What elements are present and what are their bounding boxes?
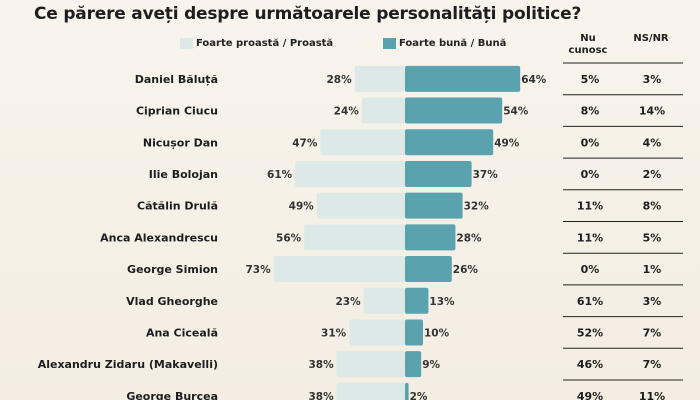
- category-label: Cătălin Drulă: [137, 200, 218, 213]
- table-cell-nu-cunosc: 0%: [581, 136, 600, 149]
- legend-swatch-positive: [383, 38, 396, 49]
- column-header-ns-nr: NS/NR: [633, 33, 669, 44]
- table-cell-nu-cunosc: 52%: [577, 326, 603, 339]
- data-label-negative: 47%: [292, 137, 318, 149]
- bar-positive: [405, 382, 409, 400]
- table-cell-nu-cunosc: 0%: [581, 168, 600, 181]
- category-label: Nicușor Dan: [143, 136, 218, 149]
- category-label: Ana Ciceală: [146, 326, 218, 339]
- bar-positive: [405, 65, 521, 92]
- data-label-positive: 28%: [456, 232, 482, 244]
- bar-positive: [405, 97, 503, 124]
- table-cell-nu-cunosc: 61%: [577, 295, 603, 308]
- category-label: George Simion: [127, 263, 218, 276]
- bar-negative: [316, 192, 405, 219]
- table-cell-ns-nr: 8%: [643, 200, 662, 213]
- column-header-nu-cunosc: Nu cunosc: [568, 33, 608, 56]
- data-label-negative: 56%: [276, 232, 302, 244]
- table-cell-ns-nr: 2%: [643, 168, 662, 181]
- data-label-negative: 38%: [308, 359, 334, 371]
- table-cell-ns-nr: 3%: [643, 295, 662, 308]
- bar-negative: [363, 287, 405, 314]
- data-label-positive: 9%: [422, 359, 440, 371]
- bar-negative: [304, 224, 405, 251]
- bar-negative: [336, 382, 405, 400]
- bar-positive: [405, 129, 494, 156]
- data-label-positive: 13%: [429, 296, 455, 308]
- table-cell-ns-nr: 1%: [643, 263, 662, 276]
- bar-positive: [405, 160, 472, 187]
- bar-negative: [273, 256, 405, 283]
- table-cell-nu-cunosc: 5%: [581, 73, 600, 86]
- table-cell-ns-nr: 11%: [639, 390, 665, 400]
- data-label-positive: 64%: [521, 74, 547, 86]
- table-cell-ns-nr: 14%: [639, 105, 665, 118]
- data-label-positive: 2%: [410, 391, 428, 400]
- category-label: Ciprian Ciucu: [136, 105, 218, 118]
- table-cell-nu-cunosc: 8%: [581, 105, 600, 118]
- data-label-negative: 24%: [334, 106, 360, 118]
- bar-negative: [320, 129, 405, 156]
- bar-negative: [361, 97, 405, 124]
- legend-label-positive: Foarte bună / Bună: [399, 38, 507, 49]
- data-label-positive: 32%: [464, 201, 490, 213]
- table-cell-nu-cunosc: 46%: [577, 358, 603, 371]
- bar-positive: [405, 256, 452, 283]
- category-label: Alexandru Zidaru (Makavelli): [38, 358, 218, 371]
- data-label-negative: 28%: [326, 74, 352, 86]
- legend-label-negative: Foarte proastă / Proastă: [196, 38, 334, 49]
- bar-negative: [336, 351, 405, 378]
- table-cell-nu-cunosc: 49%: [577, 390, 603, 400]
- table-cell-nu-cunosc: 11%: [577, 200, 603, 213]
- legend-swatch-negative: [180, 38, 193, 49]
- data-label-positive: 49%: [494, 137, 520, 149]
- category-label: George Burcea: [126, 390, 218, 400]
- table-cell-ns-nr: 7%: [643, 358, 662, 371]
- data-label-positive: 54%: [503, 106, 529, 118]
- bar-positive: [405, 287, 429, 314]
- category-label: Daniel Băluță: [135, 73, 218, 86]
- category-label: Vlad Gheorghe: [126, 295, 218, 308]
- legend-item-positive: Foarte bună / Bună: [383, 38, 506, 49]
- bar-negative: [349, 319, 405, 346]
- data-label-positive: 26%: [453, 264, 479, 276]
- table-cell-ns-nr: 4%: [643, 136, 662, 149]
- data-label-negative: 49%: [289, 201, 315, 213]
- bar-positive: [405, 224, 456, 251]
- data-label-negative: 61%: [267, 169, 293, 181]
- legend-item-negative: Foarte proastă / Proastă: [180, 38, 333, 49]
- bar-negative: [295, 160, 405, 187]
- data-label-positive: 10%: [424, 327, 450, 339]
- table-cell-nu-cunosc: 11%: [577, 231, 603, 244]
- bar-positive: [405, 192, 463, 219]
- category-label: Anca Alexandrescu: [100, 231, 218, 244]
- data-label-negative: 38%: [308, 391, 334, 400]
- data-label-positive: 37%: [473, 169, 499, 181]
- table-cell-nu-cunosc: 0%: [581, 263, 600, 276]
- data-label-negative: 73%: [245, 264, 271, 276]
- table-cell-ns-nr: 5%: [643, 231, 662, 244]
- table-cell-ns-nr: 3%: [643, 73, 662, 86]
- table-cell-ns-nr: 7%: [643, 326, 662, 339]
- category-label: Ilie Bolojan: [149, 168, 218, 181]
- bar-negative: [354, 65, 405, 92]
- bar-positive: [405, 319, 423, 346]
- chart-title: Ce părere aveți despre următoarele perso…: [34, 4, 582, 24]
- data-label-negative: 23%: [335, 296, 361, 308]
- data-label-negative: 31%: [321, 327, 347, 339]
- bar-positive: [405, 351, 422, 378]
